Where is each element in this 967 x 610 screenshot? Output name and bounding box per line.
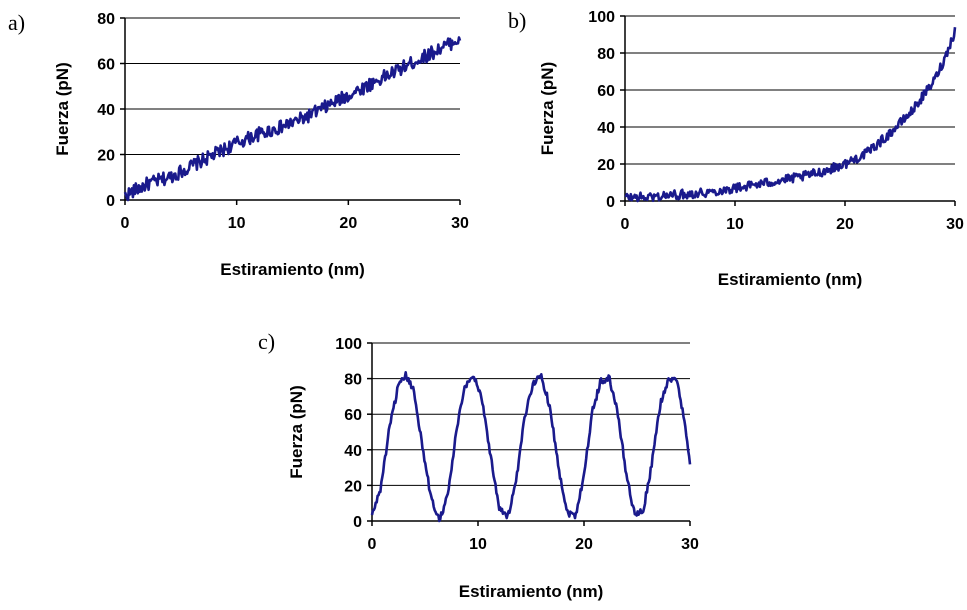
y-tick-label: 0: [606, 194, 615, 211]
y-tick-label: 60: [97, 57, 115, 74]
y-tick-label: 40: [344, 443, 362, 460]
y-axis-title: Fuerza (pN): [287, 385, 306, 479]
y-axis-title: Fuerza (pN): [53, 62, 72, 156]
y-tick-label: 20: [97, 148, 115, 165]
x-tick-label: 20: [836, 216, 854, 233]
x-tick-label: 0: [621, 216, 630, 233]
x-tick-label: 30: [946, 216, 964, 233]
y-tick-label: 0: [353, 514, 362, 531]
x-axis-title: Estiramiento (nm): [718, 270, 863, 289]
y-tick-label: 80: [597, 46, 615, 63]
y-tick-label: 20: [344, 478, 362, 495]
series-line: [123, 36, 462, 202]
panel-a: a) 0 20 40 60 80 0 10 20 30 Estiramiento (nm) Fuerz…: [8, 10, 469, 279]
y-tick-label: 60: [344, 407, 362, 424]
panel-b: b) 0 20 40 60 80 100 0 10 20 30 Estiramiento (nm) Fu…: [508, 8, 964, 289]
y-tick-label: 40: [597, 120, 615, 137]
series-line: [370, 371, 692, 523]
panel-label: b): [508, 8, 526, 33]
x-tick-label: 0: [121, 215, 130, 232]
series-line: [624, 27, 957, 203]
panel-label: c): [258, 329, 275, 354]
panel-c: c) 0 20 40 60 80 100 0 10 20 30 Estiramiento (nm) Fu…: [258, 329, 699, 601]
y-tick-label: 80: [344, 372, 362, 389]
x-tick-label: 20: [339, 215, 357, 232]
y-tick-label: 0: [106, 193, 115, 210]
x-tick-label: 10: [469, 536, 487, 553]
x-tick-label: 30: [451, 215, 469, 232]
x-tick-label: 0: [368, 536, 377, 553]
y-tick-label: 100: [335, 336, 362, 353]
y-tick-label: 20: [597, 157, 615, 174]
y-tick-label: 100: [588, 9, 615, 26]
x-axis-title: Estiramiento (nm): [220, 260, 365, 279]
x-tick-label: 10: [726, 216, 744, 233]
y-tick-label: 40: [97, 102, 115, 119]
x-tick-label: 30: [681, 536, 699, 553]
x-axis-title: Estiramiento (nm): [459, 582, 604, 601]
y-tick-label: 60: [597, 83, 615, 100]
y-axis-title: Fuerza (pN): [538, 62, 557, 156]
panel-label: a): [8, 10, 25, 35]
y-tick-label: 80: [97, 11, 115, 28]
x-tick-label: 10: [228, 215, 246, 232]
x-tick-label: 20: [575, 536, 593, 553]
